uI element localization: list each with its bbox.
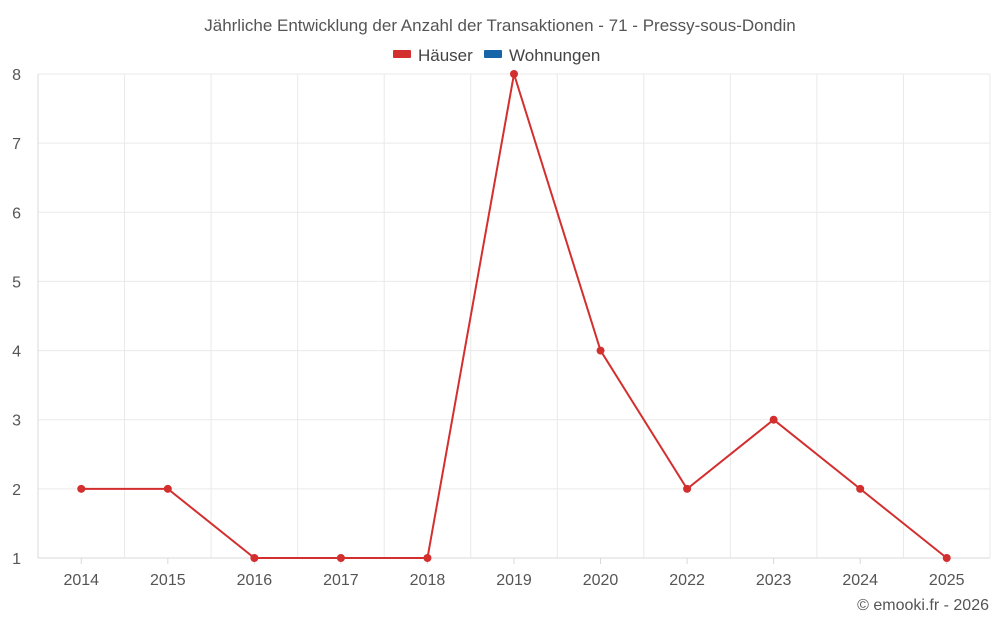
- legend-swatch-wohnungen[interactable]: [484, 50, 502, 58]
- x-tick-label: 2020: [583, 572, 619, 589]
- data-point[interactable]: [77, 484, 86, 493]
- data-point[interactable]: [942, 554, 951, 562]
- legend-label-hauser[interactable]: Häuser: [418, 46, 473, 65]
- legend-swatch-hauser[interactable]: [393, 50, 411, 58]
- y-tick-label: 6: [12, 205, 21, 222]
- axes: [37, 74, 990, 564]
- x-tick-label: 2024: [842, 572, 878, 589]
- credit-text: © emooki.fr - 2026: [857, 597, 989, 614]
- y-tick-label: 3: [12, 413, 21, 430]
- grid: [37, 73, 991, 558]
- x-tick-label: 2019: [496, 572, 532, 589]
- data-point[interactable]: [596, 346, 605, 355]
- data-point[interactable]: [856, 484, 865, 493]
- data-point[interactable]: [510, 70, 518, 78]
- data-point[interactable]: [250, 554, 259, 562]
- x-tick-label: 2025: [929, 572, 965, 589]
- x-tick-label: 2023: [756, 572, 792, 589]
- tick-labels: 1 2 3 4 5 6 7 8 2014 2015 2016 2017 2018 2019 2020 2022…: [12, 67, 965, 589]
- y-tick-label: 1: [12, 551, 21, 568]
- data-point[interactable]: [423, 554, 432, 562]
- y-tick-label: 2: [12, 482, 21, 499]
- y-tick-label: 8: [12, 67, 21, 84]
- x-tick-label: 2014: [63, 572, 99, 589]
- data-point[interactable]: [163, 484, 172, 493]
- legend: Häuser Wohnungen: [393, 46, 600, 65]
- y-tick-label: 7: [12, 136, 21, 153]
- y-tick-label: 4: [12, 344, 21, 361]
- legend-label-wohnungen[interactable]: Wohnungen: [509, 46, 600, 65]
- series-layer: [77, 70, 951, 562]
- chart-title: Jährliche Entwicklung der Anzahl der Tra…: [204, 16, 796, 35]
- data-point[interactable]: [769, 415, 778, 424]
- x-tick-label: 2022: [669, 572, 705, 589]
- data-point[interactable]: [683, 484, 692, 493]
- x-tick-label: 2017: [323, 572, 359, 589]
- x-tick-label: 2015: [150, 572, 186, 589]
- y-tick-label: 5: [12, 274, 21, 291]
- data-point[interactable]: [336, 554, 345, 562]
- x-tick-label: 2016: [237, 572, 273, 589]
- x-tick-label: 2018: [410, 572, 446, 589]
